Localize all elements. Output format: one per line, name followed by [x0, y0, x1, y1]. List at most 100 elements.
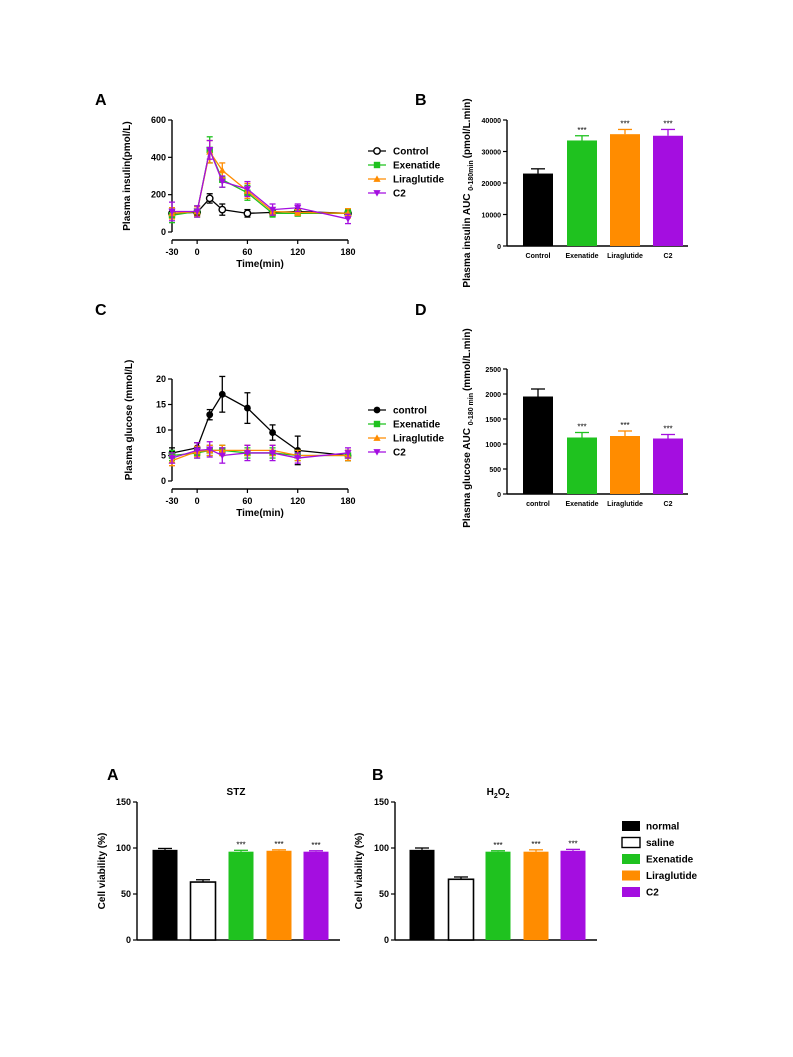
y-axis-title: Plasma insulin AUC 0-180min (pmol/L.min) — [462, 98, 475, 287]
chart-title-part: O — [498, 787, 506, 798]
panel-letter: C — [95, 302, 107, 319]
y-tick-label: 1500 — [485, 417, 501, 424]
x-tick-label: 180 — [340, 496, 355, 506]
significance-label: *** — [620, 119, 629, 128]
significance-label: *** — [493, 841, 502, 850]
legend-swatch-saline — [621, 836, 641, 849]
significance-label: *** — [274, 840, 283, 849]
x-tick-label: -30 — [165, 496, 178, 506]
x-axis-title: Time(min) — [236, 508, 284, 519]
y-tick-label: 10000 — [482, 213, 502, 220]
bar-exenatide — [228, 851, 254, 940]
legend-label: C2 — [646, 888, 659, 899]
x-tick-label: Exenatide — [565, 501, 598, 508]
y-tick-label: 0 — [384, 935, 389, 945]
x-tick-label: Liraglutide — [607, 501, 643, 508]
data-point — [218, 452, 226, 460]
panel-letter: B — [415, 92, 427, 109]
y-axis-title-main: Plasma glucose AUC — [462, 425, 473, 527]
bar-chart-glucose-auc: D 0 500 1000 1500 2000 2500 control *** Exenatide… — [415, 302, 688, 528]
legend-marker — [373, 161, 381, 169]
legend: control Exenatide Liraglutide C2 — [368, 406, 445, 459]
chart-title: STZ — [227, 787, 246, 798]
y-tick-label: 0 — [497, 492, 501, 499]
significance-label: *** — [620, 421, 629, 430]
data-point — [243, 186, 252, 193]
legend-label: Exenatide — [393, 161, 441, 172]
series-line — [171, 449, 348, 462]
y-tick-label: 200 — [151, 190, 166, 200]
bar-c2 — [653, 438, 683, 494]
x-tick-label: 180 — [340, 247, 355, 257]
significance-label: *** — [568, 839, 577, 848]
data-point — [205, 194, 214, 203]
data-point — [243, 209, 252, 218]
significance-label: *** — [577, 126, 586, 135]
y-tick-label: 20 — [156, 374, 166, 384]
series-line — [171, 448, 349, 459]
y-tick-label: 0 — [126, 935, 131, 945]
y-axis-title-subscript: 0-180min — [468, 158, 475, 190]
y-tick-label: 0 — [161, 476, 166, 486]
legend-marker — [373, 175, 381, 182]
y-tick-label: 100 — [116, 843, 131, 853]
bar-normal — [409, 849, 435, 940]
line-chart-insulin-line: A 0 200 400 600 -30 0 60 120 180 Time(min) Plasma i… — [95, 92, 445, 270]
bar-liraglutide — [523, 851, 549, 940]
x-tick-label: -30 — [165, 247, 178, 257]
bar-exenatide — [567, 140, 597, 246]
bar-saline — [189, 881, 217, 941]
significance-label: *** — [236, 840, 245, 849]
panel-letter: D — [415, 302, 427, 319]
bar-c2 — [653, 135, 683, 246]
chart-title-part: 2 — [506, 793, 510, 800]
series-liraglutide — [168, 139, 352, 220]
y-tick-label: 2500 — [485, 367, 501, 374]
y-tick-label: 1000 — [485, 442, 501, 449]
data-point — [294, 204, 302, 212]
data-point — [268, 206, 277, 214]
panel-letter: B — [372, 767, 384, 784]
significance-label: *** — [663, 425, 672, 434]
legend-label: Exenatide — [393, 420, 441, 431]
y-axis-title-unit: (mmol/L.min) — [462, 328, 473, 391]
legend-swatch-liraglutide — [622, 870, 640, 881]
y-tick-label: 50 — [379, 889, 389, 899]
bar-control — [523, 173, 553, 246]
bar-c2 — [560, 850, 586, 940]
x-axis-title: Time(min) — [236, 259, 284, 270]
bar-chart-viability-stz: A 0 50 100 150 *** *** *** Cell viability (%) STZ — [97, 767, 340, 945]
chart-title-part: 2 — [494, 793, 498, 800]
legend-label: Control — [393, 147, 429, 158]
legend-swatch-exenatide — [622, 854, 640, 864]
data-point — [218, 205, 227, 214]
x-tick-label: 120 — [290, 496, 305, 506]
y-tick-label: 5 — [161, 451, 166, 461]
y-tick-label: 0 — [497, 244, 501, 251]
bar-liraglutide — [610, 134, 640, 246]
bar-c2 — [303, 851, 329, 940]
data-point — [218, 390, 226, 398]
legend-label: Exenatide — [646, 855, 694, 866]
data-point — [344, 216, 352, 223]
bar-exenatide — [567, 437, 597, 494]
x-tick-label: C2 — [664, 253, 673, 260]
data-point — [344, 450, 352, 457]
series-c2 — [168, 139, 352, 225]
chart-title-part: H — [487, 787, 494, 798]
y-axis-title: Plasma glucose AUC 0-180 min (mmol/L.min… — [462, 328, 475, 527]
legend: normal saline Exenatide Liraglutide C2 — [621, 821, 698, 899]
y-axis-title: Cell viability (%) — [97, 833, 108, 910]
y-axis-title-subscript: 0-180 min — [468, 391, 475, 425]
y-axis-title: Cell viability (%) — [354, 833, 365, 910]
x-tick-label: 0 — [195, 247, 200, 257]
y-tick-label: 500 — [489, 467, 501, 474]
y-tick-label: 100 — [374, 843, 389, 853]
bar-control — [523, 396, 553, 494]
data-point — [193, 447, 201, 454]
data-point — [244, 404, 251, 412]
significance-label: *** — [577, 423, 586, 432]
panel-letter: A — [107, 767, 119, 784]
chart-title: H2O2 — [487, 787, 510, 800]
